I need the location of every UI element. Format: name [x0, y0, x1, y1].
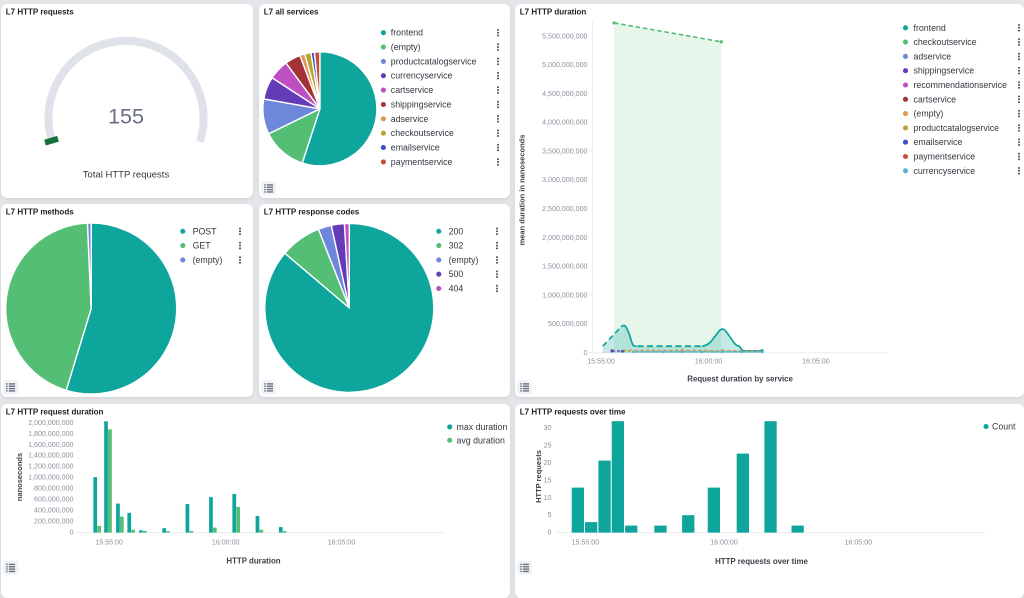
- svg-text:400,000,000: 400,000,000: [34, 506, 74, 514]
- svg-text:HTTP requests: HTTP requests: [533, 450, 542, 503]
- svg-text:1,400,000,000: 1,400,000,000: [28, 451, 73, 459]
- svg-text:200: 200: [449, 226, 464, 236]
- svg-text:2,000,000,000: 2,000,000,000: [28, 418, 73, 426]
- svg-text:L7 HTTP requests over time: L7 HTTP requests over time: [519, 407, 625, 416]
- svg-text:checkoutservice: checkoutservice: [913, 37, 976, 47]
- svg-text:16:05:00: 16:05:00: [802, 357, 830, 365]
- svg-text:4,500,000,000: 4,500,000,000: [542, 90, 587, 98]
- svg-text:emailservice: emailservice: [913, 137, 962, 147]
- svg-text:20: 20: [543, 459, 551, 467]
- svg-text:paymentservice: paymentservice: [913, 151, 975, 161]
- svg-text:productcatalogservice: productcatalogservice: [391, 56, 477, 66]
- svg-text:800,000,000: 800,000,000: [34, 484, 74, 492]
- svg-text:0: 0: [70, 528, 74, 536]
- svg-text:600,000,000: 600,000,000: [34, 495, 74, 503]
- svg-text:15:55:00: 15:55:00: [571, 538, 599, 546]
- svg-text:adservice: adservice: [391, 113, 429, 123]
- svg-text:15:55:00: 15:55:00: [95, 538, 123, 546]
- svg-text:4,000,000,000: 4,000,000,000: [542, 118, 587, 126]
- svg-text:2,000,000,000: 2,000,000,000: [542, 233, 587, 241]
- svg-text:500,000,000: 500,000,000: [548, 320, 588, 328]
- svg-text:Request duration by service: Request duration by service: [687, 374, 793, 383]
- svg-text:0: 0: [547, 528, 551, 536]
- svg-text:frontend: frontend: [913, 22, 945, 32]
- svg-text:mean duration in nanoseconds: mean duration in nanoseconds: [517, 134, 526, 245]
- svg-text:frontend: frontend: [391, 27, 423, 37]
- svg-text:adservice: adservice: [913, 51, 951, 61]
- svg-text:emailservice: emailservice: [391, 142, 440, 152]
- svg-text:1,000,000,000: 1,000,000,000: [28, 473, 73, 481]
- svg-text:POST: POST: [193, 226, 218, 236]
- svg-text:200,000,000: 200,000,000: [34, 517, 74, 525]
- svg-text:302: 302: [449, 240, 464, 250]
- svg-text:16:00:00: 16:00:00: [710, 538, 738, 546]
- svg-text:cartservice: cartservice: [391, 85, 434, 95]
- svg-text:paymentservice: paymentservice: [391, 156, 453, 166]
- svg-text:10: 10: [543, 493, 551, 501]
- svg-text:2,500,000,000: 2,500,000,000: [542, 205, 587, 213]
- svg-text:(empty): (empty): [449, 254, 479, 264]
- svg-text:16:05:00: 16:05:00: [328, 538, 356, 546]
- svg-text:155: 155: [108, 104, 144, 128]
- svg-text:recommendationservice: recommendationservice: [913, 80, 1006, 90]
- svg-text:L7 all services: L7 all services: [264, 7, 319, 16]
- svg-text:404: 404: [449, 283, 464, 293]
- svg-text:16:00:00: 16:00:00: [212, 538, 240, 546]
- svg-text:L7 HTTP request duration: L7 HTTP request duration: [6, 407, 104, 416]
- svg-text:5: 5: [547, 511, 551, 519]
- svg-text:1,600,000,000: 1,600,000,000: [28, 440, 73, 448]
- svg-text:checkoutservice: checkoutservice: [391, 128, 454, 138]
- svg-text:productcatalogservice: productcatalogservice: [913, 122, 999, 132]
- svg-text:(empty): (empty): [391, 42, 421, 52]
- svg-text:max duration: max duration: [457, 421, 508, 431]
- svg-text:GET: GET: [193, 240, 212, 250]
- svg-text:(empty): (empty): [913, 108, 943, 118]
- svg-text:shippingservice: shippingservice: [391, 99, 452, 109]
- svg-text:5,000,000,000: 5,000,000,000: [542, 61, 587, 69]
- svg-text:3,500,000,000: 3,500,000,000: [542, 147, 587, 155]
- svg-text:500: 500: [449, 269, 464, 279]
- svg-text:HTTP requests over time: HTTP requests over time: [715, 556, 808, 565]
- svg-text:L7 HTTP methods: L7 HTTP methods: [6, 207, 74, 216]
- svg-text:1,800,000,000: 1,800,000,000: [28, 429, 73, 437]
- svg-text:15:55:00: 15:55:00: [587, 357, 615, 365]
- svg-text:nanoseconds: nanoseconds: [15, 452, 24, 500]
- svg-text:cartservice: cartservice: [913, 94, 956, 104]
- svg-text:16:05:00: 16:05:00: [844, 538, 872, 546]
- svg-text:15: 15: [543, 476, 551, 484]
- svg-text:currencyservice: currencyservice: [913, 165, 975, 175]
- svg-text:(empty): (empty): [193, 254, 223, 264]
- svg-text:L7 HTTP duration: L7 HTTP duration: [519, 7, 586, 16]
- svg-text:1,500,000,000: 1,500,000,000: [542, 262, 587, 270]
- svg-text:shippingservice: shippingservice: [913, 65, 974, 75]
- svg-text:30: 30: [543, 424, 551, 432]
- svg-text:HTTP duration: HTTP duration: [226, 556, 280, 565]
- svg-text:25: 25: [543, 441, 551, 449]
- svg-text:Count: Count: [992, 421, 1016, 431]
- svg-text:L7 HTTP response codes: L7 HTTP response codes: [264, 207, 360, 216]
- svg-text:16:00:00: 16:00:00: [694, 357, 722, 365]
- svg-text:5,500,000,000: 5,500,000,000: [542, 32, 587, 40]
- svg-text:currencyservice: currencyservice: [391, 70, 453, 80]
- svg-text:1,000,000,000: 1,000,000,000: [542, 291, 587, 299]
- svg-text:L7 HTTP requests: L7 HTTP requests: [6, 7, 74, 16]
- svg-text:1,200,000,000: 1,200,000,000: [28, 462, 73, 470]
- svg-text:3,000,000,000: 3,000,000,000: [542, 176, 587, 184]
- svg-text:avg duration: avg duration: [457, 435, 506, 445]
- svg-text:Total HTTP requests: Total HTTP requests: [83, 169, 170, 180]
